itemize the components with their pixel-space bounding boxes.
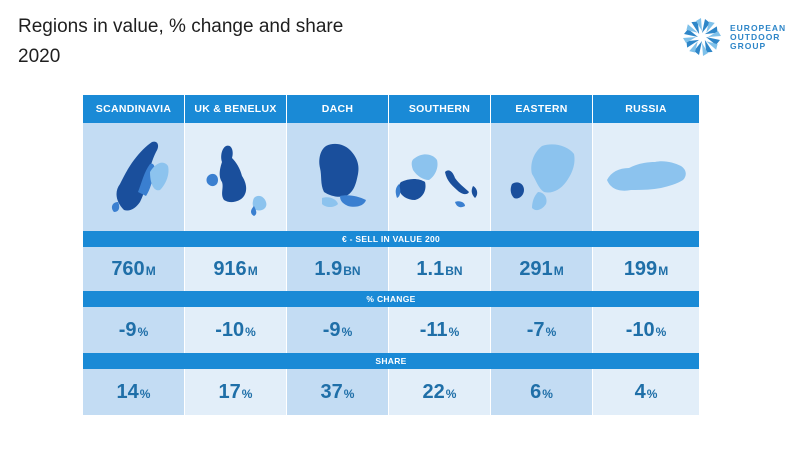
region-header-uk-benelux: UK & BENELUX bbox=[185, 95, 287, 123]
regions-table: SCANDINAVIA UK & BENELUX DACH SOUTHERN E… bbox=[83, 95, 699, 415]
value-cell: 916 M bbox=[185, 247, 287, 291]
value-cell: 199 M bbox=[593, 247, 699, 291]
region-header-dach: DACH bbox=[287, 95, 389, 123]
map-cell bbox=[491, 123, 593, 231]
change-cell: -10% bbox=[185, 307, 287, 353]
southern-map-icon bbox=[395, 154, 477, 208]
share-row: 14% 17% 37% 22% 6% 4% bbox=[83, 369, 699, 415]
share-cell: 37% bbox=[287, 369, 389, 415]
uk-benelux-map-icon bbox=[206, 145, 266, 216]
share-cell: 17% bbox=[185, 369, 287, 415]
logo-wordmark: EUROPEAN OUTDOOR GROUP bbox=[730, 23, 787, 51]
map-cell bbox=[287, 123, 389, 231]
change-cell: -11% bbox=[389, 307, 491, 353]
map-cell bbox=[593, 123, 699, 231]
change-cell: -9% bbox=[83, 307, 185, 353]
page-title: Regions in value, % change and share 202… bbox=[18, 12, 343, 72]
region-maps-row bbox=[83, 123, 699, 231]
region-header-southern: SOUTHERN bbox=[389, 95, 491, 123]
region-header-row: SCANDINAVIA UK & BENELUX DACH SOUTHERN E… bbox=[83, 95, 699, 123]
region-header-russia: RUSSIA bbox=[593, 95, 699, 123]
dach-map-icon bbox=[318, 143, 366, 207]
eastern-map-icon bbox=[510, 144, 575, 211]
value-cell: 1.9 BN bbox=[287, 247, 389, 291]
section-bar-change: % CHANGE bbox=[83, 291, 699, 307]
value-row: 760 M 916 M 1.9 BN 1.1 BN 291 M 199 M bbox=[83, 247, 699, 291]
region-header-eastern: EASTERN bbox=[491, 95, 593, 123]
title-year: 2020 bbox=[18, 46, 61, 67]
value-cell: 1.1 BN bbox=[389, 247, 491, 291]
section-bar-value: € - SELL IN VALUE 200 bbox=[83, 231, 699, 247]
value-cell: 760 M bbox=[83, 247, 185, 291]
value-cell: 291 M bbox=[491, 247, 593, 291]
section-bar-share: SHARE bbox=[83, 353, 699, 369]
title-line: Regions in value, % change and share bbox=[18, 16, 344, 37]
region-header-scandinavia: SCANDINAVIA bbox=[83, 95, 185, 123]
pinwheel-logo-icon bbox=[683, 18, 721, 56]
company-logo: EUROPEAN OUTDOOR GROUP bbox=[678, 14, 794, 60]
change-cell: -10% bbox=[593, 307, 699, 353]
scandinavia-map-icon bbox=[111, 141, 169, 212]
share-cell: 6% bbox=[491, 369, 593, 415]
change-cell: -7% bbox=[491, 307, 593, 353]
share-cell: 22% bbox=[389, 369, 491, 415]
change-row: -9% -10% -9% -11% -7% -10% bbox=[83, 307, 699, 353]
share-cell: 4% bbox=[593, 369, 699, 415]
share-cell: 14% bbox=[83, 369, 185, 415]
map-cell bbox=[389, 123, 491, 231]
change-cell: -9% bbox=[287, 307, 389, 353]
map-cell bbox=[185, 123, 287, 231]
map-cell bbox=[83, 123, 185, 231]
russia-map-icon bbox=[607, 161, 686, 191]
